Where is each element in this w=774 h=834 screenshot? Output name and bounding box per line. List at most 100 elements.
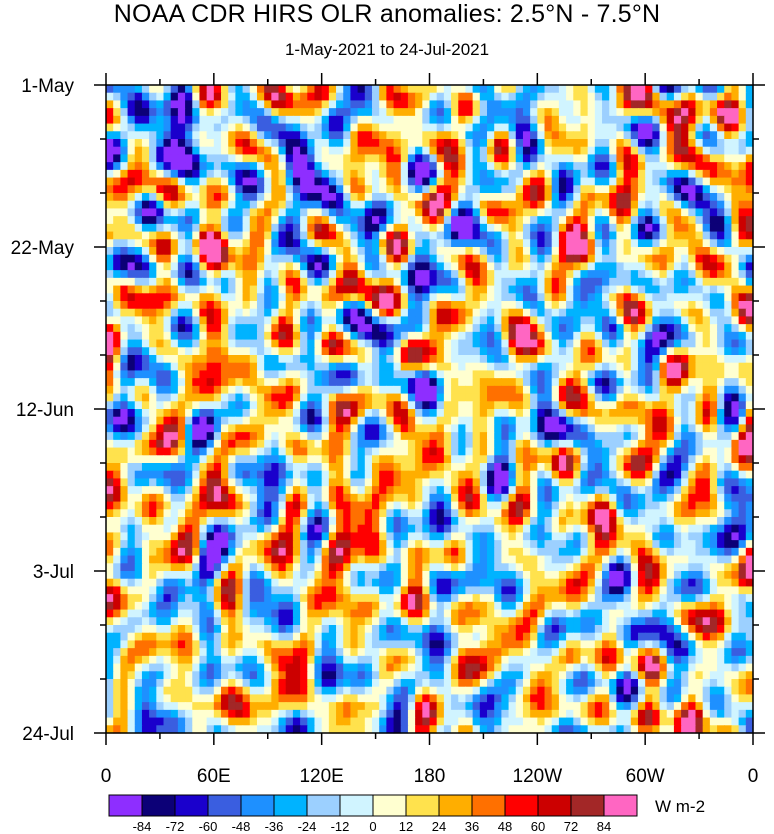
field-cell — [292, 154, 301, 163]
field-cell — [458, 108, 467, 117]
field-cell — [321, 324, 330, 333]
field-cell — [429, 470, 438, 480]
field-cell — [206, 416, 215, 426]
field-cell — [472, 393, 481, 402]
field-cell — [501, 455, 510, 464]
field-cell — [422, 154, 431, 163]
field-cell — [379, 339, 387, 348]
field-cell — [314, 154, 323, 163]
field-cell — [652, 254, 661, 264]
field-cell — [285, 501, 294, 510]
field-cell — [465, 231, 474, 240]
field-cell — [637, 193, 646, 202]
field-cell — [120, 131, 129, 140]
field-cell — [422, 385, 431, 395]
field-cell — [134, 393, 143, 402]
field-cell — [580, 362, 589, 372]
field-cell — [566, 447, 574, 456]
field-cell — [558, 216, 567, 225]
field-cell — [487, 254, 495, 264]
field-cell — [106, 455, 114, 464]
field-cell — [415, 355, 423, 364]
field-cell — [702, 355, 711, 364]
field-cell — [415, 216, 423, 225]
field-cell — [429, 223, 438, 233]
field-cell — [558, 409, 567, 418]
field-cell — [537, 424, 546, 433]
field-cell — [745, 169, 754, 179]
field-cell — [386, 169, 395, 179]
field-cell — [659, 223, 668, 233]
field-cell — [544, 208, 553, 217]
field-cell — [134, 409, 143, 418]
field-cell — [379, 447, 387, 456]
field-cell — [436, 470, 445, 480]
field-cell — [673, 331, 682, 341]
field-cell — [537, 409, 546, 418]
field-cell — [666, 301, 675, 310]
field-cell — [177, 208, 186, 217]
field-cell — [213, 509, 222, 518]
field-cell — [645, 401, 653, 410]
field-cell — [681, 439, 689, 449]
field-cell — [623, 439, 632, 449]
field-cell — [336, 131, 344, 140]
field-cell — [199, 470, 208, 480]
field-cell — [393, 162, 402, 171]
field-cell — [149, 285, 157, 294]
field-cell — [487, 470, 495, 480]
field-cell — [221, 270, 229, 279]
field-cell — [508, 239, 517, 248]
field-cell — [666, 339, 675, 348]
field-cell — [458, 493, 467, 503]
field-cell — [645, 385, 653, 395]
field-cell — [228, 463, 236, 472]
field-cell — [300, 293, 308, 302]
field-cell — [602, 470, 610, 480]
field-cell — [350, 270, 359, 279]
field-cell — [479, 85, 488, 94]
field-cell — [537, 193, 546, 202]
field-cell — [364, 501, 373, 510]
field-cell — [213, 247, 222, 256]
field-cell — [558, 470, 567, 480]
field-cell — [228, 231, 236, 240]
field-cell — [508, 262, 517, 271]
field-cell — [566, 308, 574, 318]
field-cell — [673, 416, 682, 426]
field-cell — [379, 223, 387, 233]
field-cell — [163, 146, 172, 156]
field-cell — [479, 131, 488, 140]
field-cell — [336, 193, 344, 202]
field-cell — [343, 146, 352, 156]
field-cell — [400, 486, 409, 495]
field-cell — [120, 154, 129, 163]
field-cell — [364, 162, 373, 171]
field-cell — [407, 378, 416, 387]
field-cell — [544, 162, 553, 171]
field-cell — [285, 154, 294, 163]
field-cell — [515, 169, 524, 179]
field-cell — [645, 146, 653, 156]
field-cell — [508, 154, 517, 163]
field-cell — [206, 223, 215, 233]
field-cell — [566, 154, 574, 163]
field-cell — [673, 362, 682, 372]
field-cell — [681, 270, 689, 279]
field-cell — [709, 447, 718, 456]
field-cell — [602, 162, 610, 171]
field-cell — [530, 401, 538, 410]
field-cell — [192, 432, 201, 441]
field-cell — [177, 455, 186, 464]
field-cell — [321, 85, 330, 94]
field-cell — [386, 85, 395, 94]
field-cell — [249, 254, 258, 264]
field-cell — [738, 108, 747, 117]
field-cell — [695, 123, 704, 132]
field-cell — [328, 432, 337, 441]
field-cell — [134, 463, 143, 472]
field-cell — [300, 331, 308, 341]
field-cell — [659, 308, 668, 318]
field-cell — [221, 239, 229, 248]
field-cell — [379, 432, 387, 441]
